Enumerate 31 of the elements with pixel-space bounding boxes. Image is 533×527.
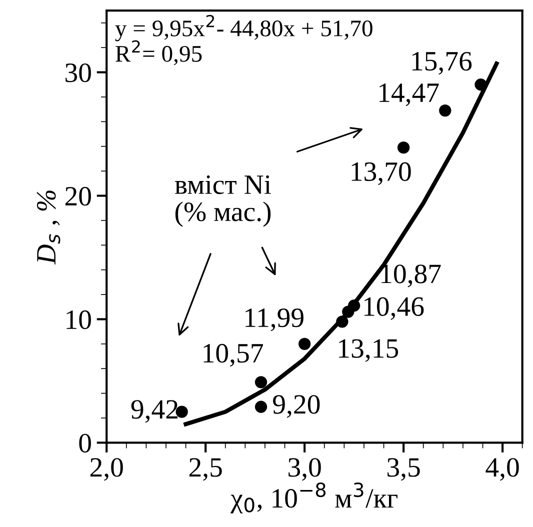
point: [474, 78, 487, 91]
annotation: вміст Ni (% мас.): [174, 175, 272, 227]
annotation: 9,42: [131, 400, 178, 423]
text: y = 9,95x$^{2}$- 44,80x + 51,70 R$^{2}$= 0,95: [115, 14, 372, 66]
annotation: 13,70: [352, 162, 411, 186]
y-tick-label: 0: [79, 434, 91, 453]
annotation: 11,99: [246, 308, 304, 332]
annotation: 13,15: [339, 339, 398, 362]
x-axis-title: χ$_{0}$, 10$^{−8}$ м$^{3}$/кг: [230, 482, 398, 514]
x-tick-label: 3,0: [288, 458, 321, 481]
point: [298, 338, 311, 350]
annotation: 10,57: [204, 344, 263, 367]
annotation: 9,20: [273, 395, 320, 418]
point: [254, 400, 268, 413]
point: [254, 376, 268, 388]
y-axis-title: D$_{s}$ , %: [36, 190, 60, 265]
annotation: 10,87: [382, 264, 441, 288]
point: [397, 142, 410, 154]
y-tick-label: 10: [66, 310, 91, 330]
y-tick-label: 20: [65, 186, 91, 206]
annotation: 10,46: [364, 297, 424, 320]
x-tick-label: 3,5: [388, 458, 420, 481]
point: [439, 104, 452, 117]
annotation: 15,76: [412, 52, 472, 75]
x-tick-label: 4,0: [486, 458, 519, 481]
point: [336, 316, 348, 328]
point: [348, 300, 360, 312]
x-tick-label: 2,0: [90, 458, 123, 481]
annotation: 14,47: [380, 84, 439, 106]
x-tick-label: 2,5: [189, 458, 222, 481]
y-tick-label: 30: [66, 63, 91, 82]
